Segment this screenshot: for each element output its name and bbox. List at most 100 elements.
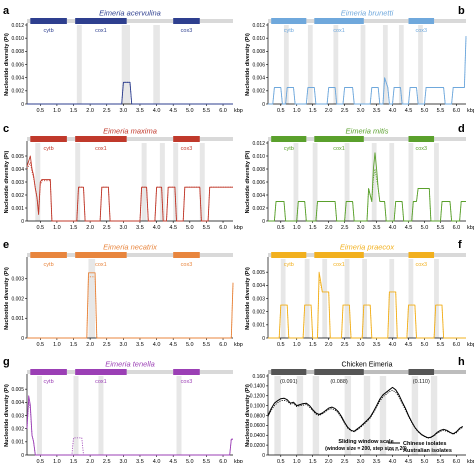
shaded-region (362, 259, 367, 338)
series-line-dotted (268, 36, 467, 105)
y-tick-label: 0.012 (252, 141, 265, 147)
x-tick-label: 4.0 (389, 225, 397, 231)
y-tick-label: 0.004 (11, 167, 24, 173)
x-tick-label: 1.5 (309, 342, 317, 348)
chart-title: Eimeria acervulina (99, 9, 161, 18)
shaded-region (434, 143, 439, 221)
x-tick-label: 2.0 (86, 459, 94, 463)
x-tick-label: 1.0 (53, 459, 61, 463)
shaded-region (296, 376, 304, 455)
y-tick-label: 0.005 (11, 387, 24, 393)
x-tick-label: 4.0 (389, 342, 397, 348)
x-tick-label: 0.5 (277, 459, 285, 463)
panel-letter: e (3, 239, 9, 251)
y-tick-label: 0.003 (11, 413, 24, 419)
x-tick-label: 1.5 (309, 225, 317, 231)
gene-label: cox3 (181, 28, 193, 34)
shaded-region (121, 25, 130, 104)
gene-track (27, 370, 233, 374)
x-tick-label: 2.0 (325, 342, 333, 348)
y-tick-label: 0.010 (11, 36, 24, 42)
shaded-region (389, 143, 395, 221)
shaded-region (88, 259, 96, 338)
x-tick-label: 3.5 (136, 225, 144, 231)
x-tick-label: 2.0 (325, 108, 333, 114)
gene-label: cytb (284, 28, 294, 34)
y-tick-label: 0.008 (252, 167, 265, 173)
x-tick-label: 5.5 (437, 225, 445, 231)
gene-label: cox3 (181, 146, 193, 152)
y-tick-label: 0.012 (11, 23, 24, 29)
gene-block (314, 136, 364, 142)
shaded-region (408, 143, 414, 221)
gene-label: (0.110) (413, 379, 430, 385)
gene-block (75, 18, 127, 24)
x-tick-label: 5.5 (203, 225, 211, 231)
x-tick-label: 2.5 (103, 225, 111, 231)
y-tick-label: 0.002 (11, 193, 24, 199)
x-unit-label: kbp (467, 108, 474, 114)
gene-block (408, 369, 435, 375)
gene-block (173, 369, 200, 375)
legend-label: Australian isolates (403, 448, 452, 454)
y-tick-label: 0.002 (11, 89, 24, 95)
x-tick-label: 2.5 (341, 459, 349, 463)
x-tick-label: 6.0 (453, 459, 461, 463)
panel-letter: c (3, 123, 9, 135)
x-unit-label: kbp (234, 342, 243, 348)
shaded-region (363, 376, 371, 455)
y-tick-label: 0.005 (11, 154, 24, 160)
x-tick-label: 2.0 (86, 108, 94, 114)
y-tick-label: 0 (262, 453, 265, 459)
x-tick-label: 4.5 (405, 225, 413, 231)
y-tick-label: 0.010 (252, 36, 265, 42)
x-tick-label: 0.5 (277, 342, 285, 348)
gene-label: cytb (284, 146, 294, 152)
x-tick-label: 1.0 (293, 459, 301, 463)
gene-track (27, 19, 233, 23)
x-tick-label: 3.5 (373, 225, 381, 231)
x-tick-label: 5.0 (186, 225, 194, 231)
shaded-region (73, 376, 79, 455)
gene-block (314, 252, 364, 258)
x-tick-label: 0.5 (36, 459, 44, 463)
shaded-region (36, 376, 42, 455)
y-axis-label: Nucleotide diversity (Pi) (245, 384, 251, 447)
x-tick-label: 1.5 (70, 342, 78, 348)
y-tick-label: 0.1400 (250, 384, 266, 390)
x-tick-label: 1.0 (53, 342, 61, 348)
x-tick-label: 5.0 (421, 108, 429, 114)
x-unit-label: kbp (234, 108, 243, 114)
x-tick-label: 4.5 (169, 108, 177, 114)
series-line-dotted (27, 276, 234, 339)
panel-letter: a (3, 5, 10, 17)
gene-label: cox1 (333, 146, 345, 152)
x-tick-label: 5.5 (437, 108, 445, 114)
x-tick-label: 0.5 (36, 108, 44, 114)
panel-h: h (0.091) (0.088) (0.110) Chicken Eimeria 0 0.… (245, 356, 474, 463)
y-tick-label: 0.004 (252, 283, 265, 289)
shaded-region (389, 259, 395, 338)
gene-track (27, 137, 233, 141)
y-tick-label: 0.002 (252, 206, 265, 212)
shaded-region (360, 25, 366, 104)
x-tick-label: 5.5 (203, 108, 211, 114)
y-tick-label: 0.003 (11, 180, 24, 186)
series-line-dotted (268, 168, 466, 222)
x-tick-label: 2.5 (103, 108, 111, 114)
x-tick-label: 4.5 (405, 459, 413, 463)
gene-label: cox1 (95, 379, 107, 385)
shaded-region (98, 376, 104, 455)
gene-label: cytb (284, 262, 294, 268)
y-tick-label: 0.004 (252, 193, 265, 199)
gene-label: cox3 (181, 262, 193, 268)
gene-block (30, 136, 67, 142)
shaded-region (411, 376, 419, 455)
panel-d: d cytb cox1 cox3 Eimeria mitis 0 0.002 0.004 0.0… (245, 123, 474, 231)
y-tick-label: 0.004 (11, 75, 24, 81)
shaded-region (371, 143, 377, 221)
shaded-region (434, 259, 439, 338)
gene-label: cytb (44, 379, 54, 385)
y-tick-label: 0.1000 (250, 403, 266, 409)
x-tick-label: 4.5 (169, 342, 177, 348)
